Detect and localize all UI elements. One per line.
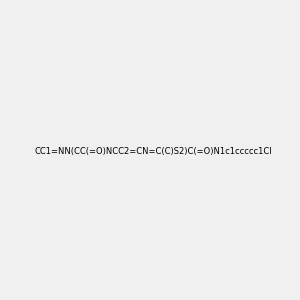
Text: CC1=NN(CC(=O)NCC2=CN=C(C)S2)C(=O)N1c1ccccc1Cl: CC1=NN(CC(=O)NCC2=CN=C(C)S2)C(=O)N1c1ccc… bbox=[35, 147, 273, 156]
